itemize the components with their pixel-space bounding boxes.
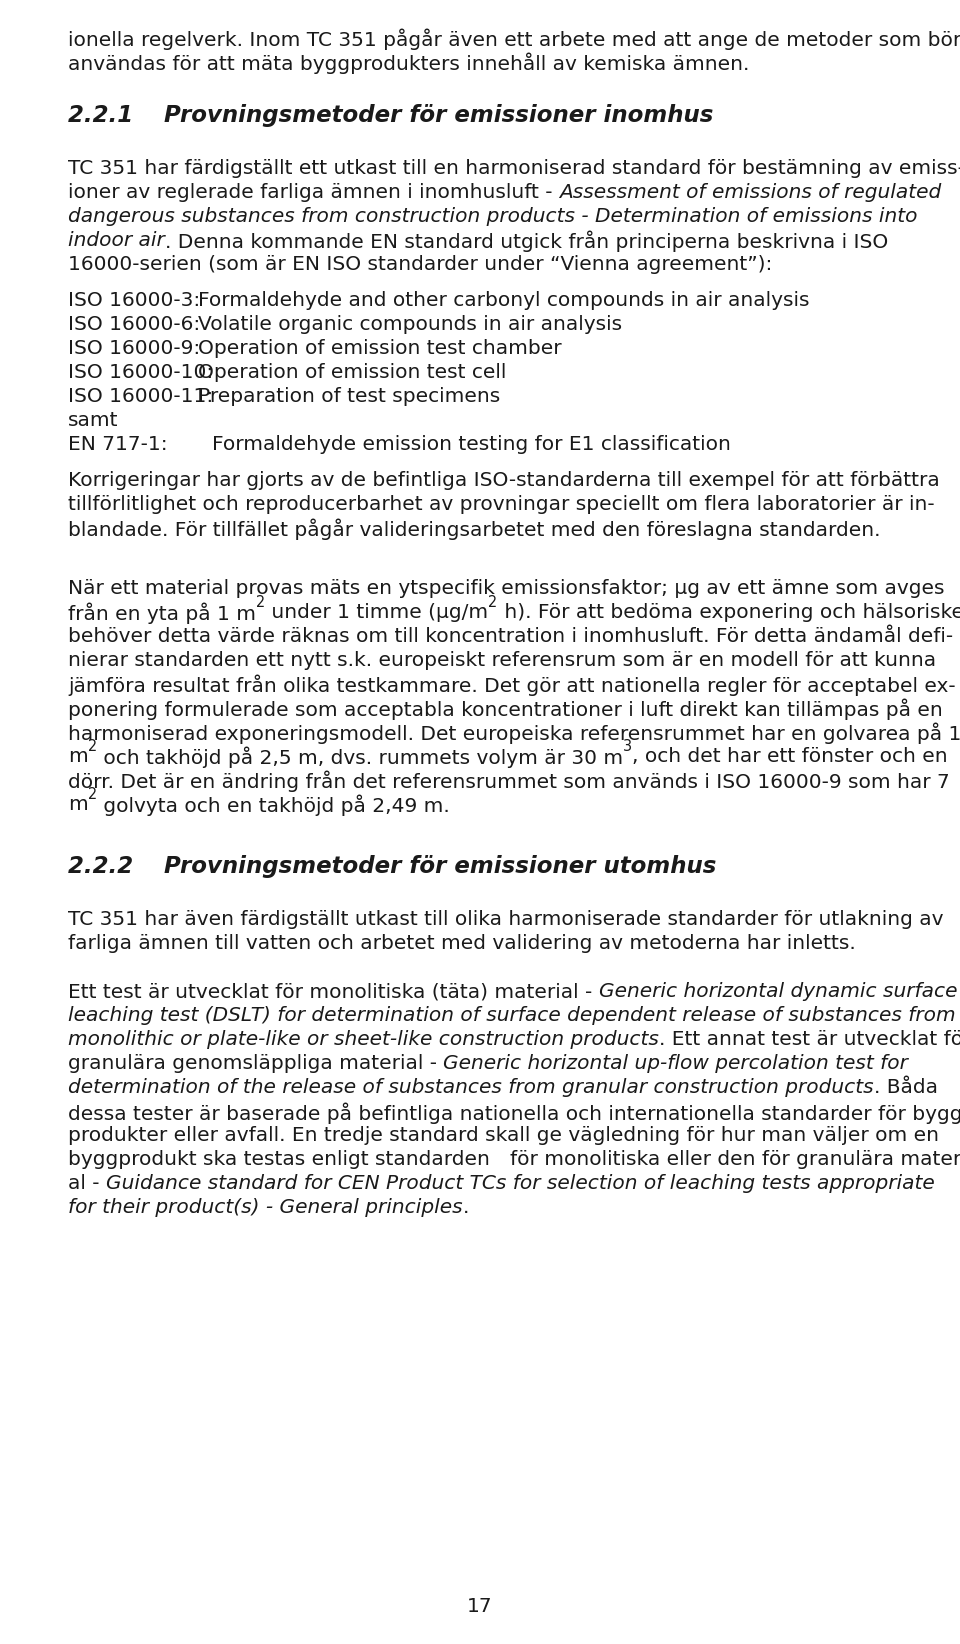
- Text: golvyta och en takhöjd på 2,49 m.: golvyta och en takhöjd på 2,49 m.: [97, 796, 449, 817]
- Text: granulära genomsläppliga material -: granulära genomsläppliga material -: [68, 1054, 444, 1074]
- Text: leaching test (DSLT) for determination of surface dependent release of substance: leaching test (DSLT) for determination o…: [68, 1006, 955, 1024]
- Text: från en yta på 1 m: från en yta på 1 m: [68, 603, 256, 625]
- Text: Operation of emission test chamber: Operation of emission test chamber: [198, 339, 562, 358]
- Text: for their product(s) - General principles: for their product(s) - General principle…: [68, 1198, 463, 1217]
- Text: . Denna kommande EN standard utgick från principerna beskrivna i ISO: . Denna kommande EN standard utgick från…: [165, 232, 888, 253]
- Text: behöver detta värde räknas om till koncentration i inomhusluft. För detta ändamå: behöver detta värde räknas om till konce…: [68, 626, 953, 646]
- Text: Operation of emission test cell: Operation of emission test cell: [198, 363, 506, 381]
- Text: 2.2.1  Provningsmetoder för emissioner inomhus: 2.2.1 Provningsmetoder för emissioner in…: [68, 104, 713, 127]
- Text: Assessment of emissions of regulated: Assessment of emissions of regulated: [559, 182, 941, 202]
- Text: 17: 17: [468, 1596, 492, 1616]
- Text: tillförlitlighet och reproducerbarhet av provningar speciellt om flera laborator: tillförlitlighet och reproducerbarhet av…: [68, 495, 935, 515]
- Text: farliga ämnen till vatten och arbetet med validering av metoderna har inletts.: farliga ämnen till vatten och arbetet me…: [68, 934, 855, 954]
- Text: När ett material provas mäts en ytspecifik emissionsfaktor; μg av ett ämne som a: När ett material provas mäts en ytspecif…: [68, 579, 945, 598]
- Text: ISO 16000-9:: ISO 16000-9:: [68, 339, 201, 358]
- Text: .: .: [463, 1198, 469, 1217]
- Text: Formaldehyde and other carbonyl compounds in air analysis: Formaldehyde and other carbonyl compound…: [198, 291, 809, 311]
- Text: Guidance standard for CEN Product TCs for selection of leaching tests appropriat: Guidance standard for CEN Product TCs fo…: [106, 1174, 935, 1194]
- Text: dangerous substances from construction products - Determination of emissions int: dangerous substances from construction p…: [68, 207, 918, 225]
- Text: monolithic or plate-like or sheet-like construction products: monolithic or plate-like or sheet-like c…: [68, 1031, 659, 1049]
- Text: h). För att bedöma exponering och hälsorisker: h). För att bedöma exponering och hälsor…: [497, 603, 960, 621]
- Text: Preparation of test specimens: Preparation of test specimens: [198, 386, 500, 406]
- Text: harmoniserad exponeringsmodell. Det europeiska referensrummet har en golvarea på: harmoniserad exponeringsmodell. Det euro…: [68, 723, 960, 745]
- Text: byggprodukt ska testas enligt standarden för monolitiska eller den för granulära: byggprodukt ska testas enligt standarden…: [68, 1151, 960, 1169]
- Text: Korrigeringar har gjorts av de befintliga ISO-standarderna till exempel för att : Korrigeringar har gjorts av de befintlig…: [68, 470, 940, 490]
- Text: användas för att mäta byggprodukters innehåll av kemiska ämnen.: användas för att mäta byggprodukters inn…: [68, 53, 750, 74]
- Text: ISO 16000-11:: ISO 16000-11:: [68, 386, 213, 406]
- Text: 2: 2: [256, 595, 265, 610]
- Text: . Båda: . Båda: [874, 1078, 938, 1097]
- Text: ponering formulerade som acceptabla koncentrationer i luft direkt kan tillämpas : ponering formulerade som acceptabla konc…: [68, 699, 943, 720]
- Text: ISO 16000-10:: ISO 16000-10:: [68, 363, 213, 381]
- Text: determination of the release of substances from granular construction products: determination of the release of substanc…: [68, 1078, 874, 1097]
- Text: Volatile organic compounds in air analysis: Volatile organic compounds in air analys…: [198, 316, 622, 334]
- Text: TC 351 har färdigställt ett utkast till en harmoniserad standard för bestämning : TC 351 har färdigställt ett utkast till …: [68, 159, 960, 178]
- Text: EN 717-1:: EN 717-1:: [68, 436, 168, 454]
- Text: produkter eller avfall. En tredje standard skall ge vägledning för hur man välje: produkter eller avfall. En tredje standa…: [68, 1126, 939, 1144]
- Text: samt: samt: [68, 411, 118, 431]
- Text: och takhöjd på 2,5 m, dvs. rummets volym är 30 m: och takhöjd på 2,5 m, dvs. rummets volym…: [97, 746, 623, 768]
- Text: 2: 2: [87, 740, 97, 755]
- Text: 2: 2: [87, 787, 97, 802]
- Text: 2.2.2  Provningsmetoder för emissioner utomhus: 2.2.2 Provningsmetoder för emissioner ut…: [68, 855, 716, 878]
- Text: al -: al -: [68, 1174, 106, 1194]
- Text: 16000-serien (som är EN ISO standarder under “Vienna agreement”):: 16000-serien (som är EN ISO standarder u…: [68, 255, 773, 275]
- Text: m: m: [68, 746, 87, 766]
- Text: Formaldehyde emission testing for E1 classification: Formaldehyde emission testing for E1 cla…: [212, 436, 731, 454]
- Text: blandade. För tillfället pågår valideringsarbetet med den föreslagna standarden.: blandade. För tillfället pågår validerin…: [68, 520, 880, 541]
- Text: 2: 2: [489, 595, 497, 610]
- Text: TC 351 har även färdigställt utkast till olika harmoniserade standarder för utla: TC 351 har även färdigställt utkast till…: [68, 911, 944, 929]
- Text: ionella regelverk. Inom TC 351 pågår även ett arbete med att ange de metoder som: ionella regelverk. Inom TC 351 pågår äve…: [68, 28, 960, 49]
- Text: , och det har ett fönster och en: , och det har ett fönster och en: [633, 746, 948, 766]
- Text: jämföra resultat från olika testkammare. Det gör att nationella regler för accep: jämföra resultat från olika testkammare.…: [68, 676, 955, 697]
- Text: . Ett annat test är utvecklat för: . Ett annat test är utvecklat för: [659, 1031, 960, 1049]
- Text: nierar standarden ett nytt s.k. europeiskt referensrum som är en modell för att : nierar standarden ett nytt s.k. europeis…: [68, 651, 936, 671]
- Text: Ett test är utvecklat för monolitiska (täta) material -: Ett test är utvecklat för monolitiska (t…: [68, 981, 599, 1001]
- Text: Generic horizontal up-flow percolation test for: Generic horizontal up-flow percolation t…: [444, 1054, 908, 1074]
- Text: indoor air: indoor air: [68, 232, 165, 250]
- Text: under 1 timme (μg/m: under 1 timme (μg/m: [265, 603, 489, 621]
- Text: ISO 16000-6:: ISO 16000-6:: [68, 316, 201, 334]
- Text: dessa tester är baserade på befintliga nationella och internationella standarder: dessa tester är baserade på befintliga n…: [68, 1101, 960, 1123]
- Text: Generic horizontal dynamic surface: Generic horizontal dynamic surface: [599, 981, 957, 1001]
- Text: dörr. Det är en ändring från det referensrummet som används i ISO 16000-9 som ha: dörr. Det är en ändring från det referen…: [68, 771, 949, 792]
- Text: m: m: [68, 796, 87, 814]
- Text: 3: 3: [623, 740, 633, 755]
- Text: ioner av reglerade farliga ämnen i inomhusluft -: ioner av reglerade farliga ämnen i inomh…: [68, 182, 559, 202]
- Text: ISO 16000-3:: ISO 16000-3:: [68, 291, 201, 311]
